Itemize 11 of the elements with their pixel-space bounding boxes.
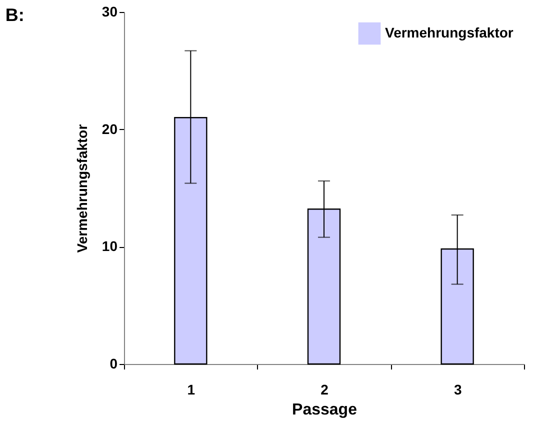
- y-tick-label: 30: [102, 4, 118, 20]
- x-tick-label: 1: [187, 382, 196, 398]
- legend-label: Vermehrungsfaktor: [385, 24, 514, 40]
- x-axis-title: Passage: [292, 402, 358, 418]
- x-tick-label: 3: [454, 382, 462, 398]
- y-tick-label: 0: [110, 356, 118, 372]
- y-tick-label: 10: [102, 238, 118, 254]
- y-axis-title: Vermehrungsfaktor: [74, 124, 90, 253]
- chart-title: B:: [5, 5, 24, 25]
- x-tick-label: 2: [320, 382, 329, 398]
- y-tick-label: 20: [102, 120, 118, 137]
